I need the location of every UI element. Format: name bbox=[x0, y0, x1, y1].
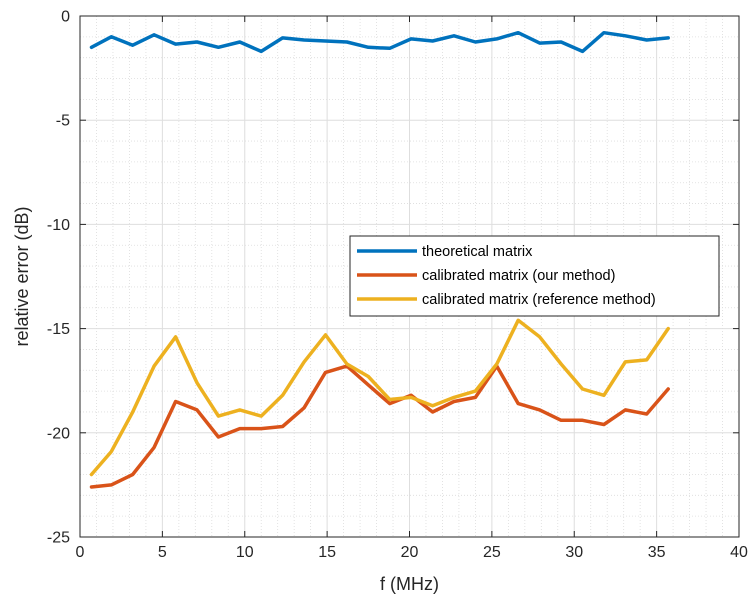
x-tick-label: 5 bbox=[158, 544, 167, 561]
x-tick-label: 20 bbox=[401, 544, 419, 561]
legend: theoretical matrix calibrated matrix (ou… bbox=[349, 235, 720, 317]
y-tick-label: -5 bbox=[56, 113, 70, 130]
y-tick-label: -25 bbox=[47, 530, 70, 547]
x-tick-label: 0 bbox=[76, 544, 85, 561]
legend-label-our-method: calibrated matrix (our method) bbox=[422, 268, 615, 284]
series-line-1 bbox=[89, 30, 670, 54]
x-tick-label: 10 bbox=[236, 544, 254, 561]
y-tick-label: -15 bbox=[47, 321, 70, 338]
ticks bbox=[79, 15, 740, 538]
legend-label-reference-method: calibrated matrix (reference method) bbox=[422, 292, 656, 308]
x-tick-label: 25 bbox=[483, 544, 501, 561]
x-tick-label: 35 bbox=[648, 544, 666, 561]
x-tick-label: 15 bbox=[318, 544, 336, 561]
x-tick-label: 30 bbox=[565, 544, 583, 561]
y-tick-label: -10 bbox=[47, 217, 70, 234]
x-tick-label: 40 bbox=[730, 544, 748, 561]
y-tick-label: -20 bbox=[47, 425, 70, 442]
series-layer bbox=[89, 30, 670, 489]
x-tick-labels: 0 5 10 15 20 25 30 35 40 bbox=[76, 544, 748, 561]
series-line-3 bbox=[89, 318, 670, 477]
x-axis-label: f (MHz) bbox=[380, 574, 439, 594]
y-tick-label: 0 bbox=[61, 9, 70, 26]
y-axis-label: relative error (dB) bbox=[12, 206, 32, 346]
series-line-2 bbox=[89, 364, 670, 489]
y-tick-labels: 0 -5 -10 -15 -20 -25 bbox=[47, 9, 70, 547]
legend-label-theoretical: theoretical matrix bbox=[422, 244, 533, 260]
